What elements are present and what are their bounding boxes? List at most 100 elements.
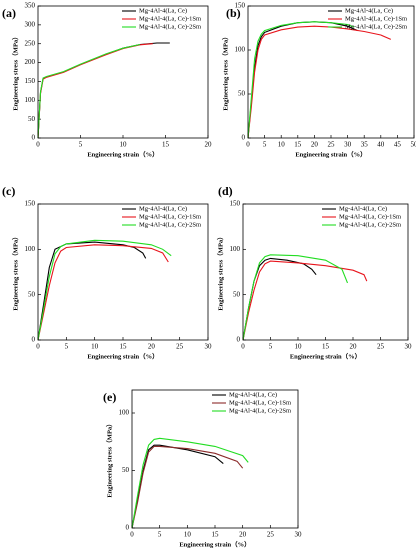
y-tick-label: 150 bbox=[235, 2, 246, 10]
y-tick-label: 100 bbox=[230, 245, 241, 253]
x-tick-label: 0 bbox=[130, 531, 134, 539]
y-tick-label: 50 bbox=[28, 115, 36, 123]
legend-label: Mg-4Al-4(La, Ce)-1Sm bbox=[339, 213, 401, 220]
x-tick-label: 5 bbox=[269, 343, 273, 351]
data-line bbox=[37, 43, 141, 139]
legend-label: Mg-4Al-4(La, Ce)-1Sm bbox=[229, 399, 291, 406]
x-tick-label: 35 bbox=[361, 141, 369, 149]
y-tick-label: 350 bbox=[25, 2, 36, 10]
legend-label: Mg-4Al-4(La, Ce) bbox=[139, 205, 187, 212]
y-tick-label: 100 bbox=[25, 245, 36, 253]
x-axis-label: Engineering strain（%） bbox=[179, 540, 250, 548]
y-tick-label: 50 bbox=[28, 290, 36, 298]
legend-label: Mg-4Al-4(La, Ce)-2Sm bbox=[229, 407, 291, 414]
plot-frame bbox=[37, 5, 209, 139]
x-tick-label: 10 bbox=[278, 141, 286, 149]
x-tick-label: 0 bbox=[36, 343, 40, 351]
y-tick-label: 50 bbox=[233, 290, 241, 298]
data-line bbox=[131, 444, 224, 529]
y-tick-label: 250 bbox=[25, 39, 36, 47]
legend-label: Mg-4Al-4(La, Ce)-1Sm bbox=[345, 15, 407, 22]
panel-label: (a) bbox=[2, 6, 16, 20]
y-tick-label: 150 bbox=[230, 200, 241, 208]
legend-label: Mg-4Al-4(La, Ce)-2Sm bbox=[139, 23, 201, 30]
legend-label: Mg-4Al-4(La, Ce)-2Sm bbox=[345, 23, 407, 30]
x-tick-label: 5 bbox=[65, 343, 69, 351]
y-axis-label: Engineering stress（MPa） bbox=[221, 33, 229, 110]
x-tick-label: 20 bbox=[239, 531, 247, 539]
legend-label: Mg-4Al-4(La, Ce) bbox=[139, 7, 187, 14]
data-line bbox=[247, 25, 392, 139]
y-tick-label: 0 bbox=[32, 134, 36, 142]
data-line bbox=[37, 42, 170, 139]
x-tick-label: 20 bbox=[350, 343, 358, 351]
x-tick-label: 10 bbox=[295, 343, 303, 351]
x-tick-label: 25 bbox=[328, 141, 336, 149]
legend-label: Mg-4Al-4(La, Ce) bbox=[345, 7, 393, 14]
panel-label: (e) bbox=[103, 390, 116, 404]
y-tick-label: 100 bbox=[119, 409, 130, 417]
y-tick-label: 50 bbox=[238, 90, 246, 98]
panel-label: (d) bbox=[218, 184, 233, 198]
x-tick-label: 0 bbox=[246, 141, 250, 149]
plot-frame bbox=[37, 203, 209, 341]
legend-label: Mg-4Al-4(La, Ce)-2Sm bbox=[139, 221, 201, 228]
x-tick-label: 10 bbox=[120, 141, 128, 149]
legend-label: Mg-4Al-4(La, Ce)-2Sm bbox=[339, 221, 401, 228]
y-tick-label: 100 bbox=[235, 46, 246, 54]
x-tick-label: 20 bbox=[311, 141, 319, 149]
x-tick-label: 15 bbox=[322, 343, 330, 351]
y-tick-label: 150 bbox=[25, 200, 36, 208]
panel-label: (c) bbox=[2, 184, 15, 198]
y-axis-label: Engineering stress（MPa） bbox=[11, 33, 19, 110]
plot-frame bbox=[247, 5, 415, 139]
x-tick-label: 15 bbox=[212, 531, 220, 539]
x-tick-label: 25 bbox=[267, 531, 275, 539]
y-tick-label: 300 bbox=[25, 20, 36, 28]
y-tick-label: 50 bbox=[122, 466, 130, 474]
x-tick-label: 30 bbox=[205, 343, 213, 351]
x-tick-label: 40 bbox=[377, 141, 385, 149]
x-tick-label: 0 bbox=[241, 343, 245, 351]
data-line bbox=[37, 244, 169, 341]
x-tick-label: 25 bbox=[377, 343, 385, 351]
data-line bbox=[242, 254, 349, 341]
x-tick-label: 5 bbox=[263, 141, 267, 149]
x-tick-label: 20 bbox=[205, 141, 213, 149]
x-tick-label: 15 bbox=[120, 343, 128, 351]
legend-label: Mg-4Al-4(La, Ce) bbox=[339, 205, 387, 212]
y-axis-label: Engineering stress（MPa） bbox=[11, 233, 19, 310]
data-line bbox=[247, 21, 355, 139]
x-tick-label: 5 bbox=[158, 531, 162, 539]
y-tick-label: 200 bbox=[25, 58, 36, 66]
x-axis-label: Engineering strain（%） bbox=[87, 352, 158, 360]
y-tick-label: 0 bbox=[126, 524, 130, 532]
x-tick-label: 10 bbox=[91, 343, 99, 351]
x-tick-label: 25 bbox=[176, 343, 184, 351]
y-tick-label: 150 bbox=[25, 77, 36, 85]
data-line bbox=[37, 241, 147, 341]
plot-frame bbox=[131, 389, 299, 529]
y-tick-label: 0 bbox=[32, 336, 36, 344]
x-tick-label: 5 bbox=[79, 141, 83, 149]
y-tick-label: 0 bbox=[242, 134, 246, 142]
panel-label: (b) bbox=[226, 6, 241, 20]
y-tick-label: 100 bbox=[25, 96, 36, 104]
x-tick-label: 50 bbox=[411, 141, 416, 149]
data-line bbox=[131, 437, 249, 529]
x-tick-label: 20 bbox=[148, 343, 156, 351]
y-axis-label: Engineering stress（MPa） bbox=[105, 420, 113, 497]
x-tick-label: 15 bbox=[294, 141, 302, 149]
y-tick-label: 0 bbox=[237, 336, 241, 344]
legend-label: Mg-4Al-4(La, Ce)-1Sm bbox=[139, 15, 201, 22]
x-tick-label: 10 bbox=[184, 531, 192, 539]
data-line bbox=[131, 445, 244, 529]
x-tick-label: 15 bbox=[162, 141, 170, 149]
data-line bbox=[247, 21, 358, 139]
x-tick-label: 30 bbox=[405, 343, 413, 351]
data-line bbox=[242, 257, 317, 341]
x-axis-label: Engineering strain（%） bbox=[295, 150, 366, 158]
x-tick-label: 45 bbox=[394, 141, 402, 149]
legend-label: Mg-4Al-4(La, Ce)-1Sm bbox=[139, 213, 201, 220]
